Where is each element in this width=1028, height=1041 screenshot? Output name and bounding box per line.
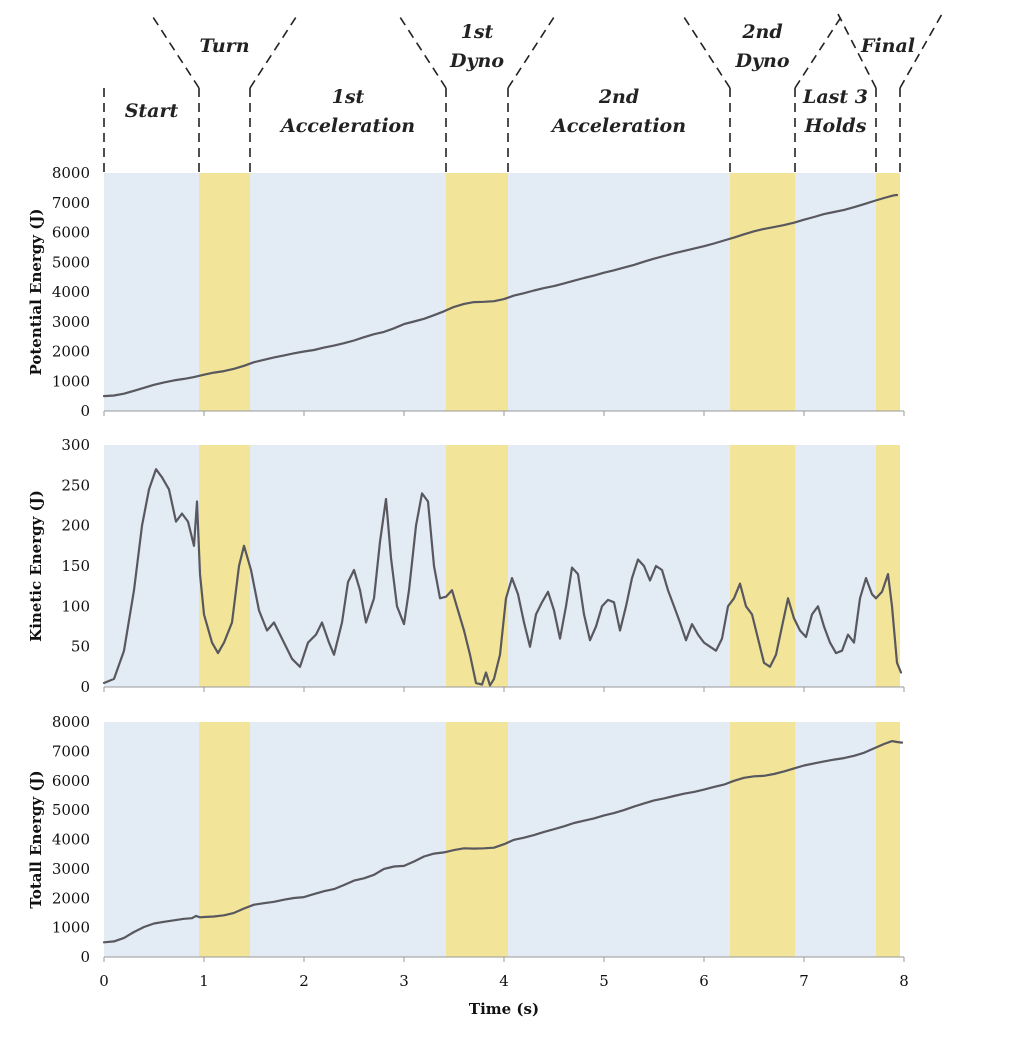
phase-band-turn xyxy=(199,445,250,687)
y-tick-label: 1000 xyxy=(52,919,90,937)
phase-band-last-3-holds xyxy=(795,722,876,957)
panel-total: 0 1000 2000 3000 4000 5000 6000 7000 8000 Totall … xyxy=(27,713,905,966)
phase-band-2nd-acceleration xyxy=(508,173,730,411)
phase-label: 1st xyxy=(332,86,365,108)
x-tick-label: 4 xyxy=(499,972,509,990)
y-tick-label: 0 xyxy=(80,678,90,696)
phase-band-1st-dyno xyxy=(446,173,508,411)
phase-header: Start Turn 1st Acceleration 1st Dyno 2nd Accele… xyxy=(103,13,943,173)
series-line-kinetic xyxy=(102,468,903,687)
phase-label: Turn xyxy=(199,35,249,57)
phase-band-1st-acceleration xyxy=(250,722,446,957)
phase-band-turn xyxy=(199,173,250,411)
y-tick-label: 0 xyxy=(80,948,90,966)
x-tick-label: 8 xyxy=(899,972,909,990)
phase-band-turn xyxy=(199,722,250,957)
x-tick-label: 5 xyxy=(599,972,609,990)
x-tick-label: 6 xyxy=(699,972,709,990)
x-tick-label: 7 xyxy=(799,972,809,990)
y-tick-label: 5000 xyxy=(52,253,90,271)
phase-band-last-3-holds xyxy=(795,445,876,687)
phase-funnel-left xyxy=(681,13,731,89)
y-tick-label: 50 xyxy=(71,638,90,656)
y-tick-label: 1000 xyxy=(52,372,90,390)
phase-label: Dyno xyxy=(449,50,504,72)
y-tick-label: 8000 xyxy=(52,713,90,731)
phase-label: 2nd xyxy=(598,86,639,108)
phase-funnel-right xyxy=(249,13,299,89)
phase-band-1st-acceleration xyxy=(250,173,446,411)
phase-funnel-right xyxy=(507,13,557,89)
panel-potential-background xyxy=(104,173,900,411)
phase-band-start xyxy=(104,722,199,957)
series-line-total xyxy=(102,740,904,944)
phase-label: Acceleration xyxy=(550,115,686,137)
phase-band-final xyxy=(876,173,900,411)
panel-kinetic-background xyxy=(104,445,900,687)
y-tick-label: 8000 xyxy=(52,164,90,182)
y-axis-title: Potential Energy (J) xyxy=(27,208,45,375)
y-tick-label: 150 xyxy=(61,557,90,575)
y-tick-label: 200 xyxy=(61,517,90,535)
phase-band-2nd-dyno xyxy=(730,445,795,687)
y-tick-label: 7000 xyxy=(52,194,90,212)
y-tick-label: 4000 xyxy=(52,283,90,301)
phase-label: 2nd xyxy=(741,21,782,43)
phase-label: Final xyxy=(860,35,915,57)
y-axis-title: Totall Energy (J) xyxy=(27,770,45,908)
y-tick-label: 7000 xyxy=(52,742,90,760)
phase-band-1st-acceleration xyxy=(250,445,446,687)
phase-label: Start xyxy=(125,100,179,122)
y-tick-label: 2000 xyxy=(52,889,90,907)
phase-band-1st-dyno xyxy=(446,722,508,957)
phase-band-2nd-dyno xyxy=(730,173,795,411)
x-axis-title: Time (s) xyxy=(469,1000,539,1018)
series-line-potential xyxy=(102,193,899,398)
phase-funnel-right xyxy=(794,13,844,89)
y-tick-label: 3000 xyxy=(52,860,90,878)
phase-funnel-left xyxy=(397,13,447,89)
phase-band-2nd-acceleration xyxy=(508,722,730,957)
phase-band-2nd-acceleration xyxy=(508,445,730,687)
y-tick-label: 6000 xyxy=(52,224,90,242)
phase-label: Dyno xyxy=(734,50,789,72)
phase-funnel-left xyxy=(150,13,200,89)
panel-potential: 0 1000 2000 3000 4000 5000 6000 7000 8000 Potenti… xyxy=(27,164,905,420)
x-tick-label: 1 xyxy=(199,972,209,990)
phase-label: Holds xyxy=(804,115,867,137)
phase-band-2nd-dyno xyxy=(730,722,795,957)
x-axis: 0 1 2 3 4 5 6 7 8 Time (s) xyxy=(99,972,909,1018)
y-tick-label: 300 xyxy=(61,436,90,454)
y-tick-label: 3000 xyxy=(52,313,90,331)
panel-total-background xyxy=(104,722,900,957)
x-tick-label: 0 xyxy=(99,972,109,990)
y-tick-label: 2000 xyxy=(52,343,90,361)
y-tick-label: 250 xyxy=(61,476,90,494)
y-axis-title: Kinetic Energy (J) xyxy=(27,490,45,642)
y-tick-label: 4000 xyxy=(52,831,90,849)
y-tick-label: 100 xyxy=(61,597,90,615)
phase-band-last-3-holds xyxy=(795,173,876,411)
phase-label: 1st xyxy=(461,21,494,43)
y-tick-label: 0 xyxy=(80,402,90,420)
phase-label: Acceleration xyxy=(279,115,415,137)
phase-band-1st-dyno xyxy=(446,445,508,687)
phase-band-final xyxy=(876,722,900,957)
x-tick-label: 2 xyxy=(299,972,309,990)
y-tick-label: 5000 xyxy=(52,801,90,819)
x-tick-label: 3 xyxy=(399,972,409,990)
y-tick-label: 6000 xyxy=(52,772,90,790)
panel-kinetic: 0 50 100 150 200 250 300 Kinetic Energy (J) xyxy=(27,436,905,696)
phase-label: Last 3 xyxy=(802,86,868,108)
phase-band-start xyxy=(104,173,199,411)
